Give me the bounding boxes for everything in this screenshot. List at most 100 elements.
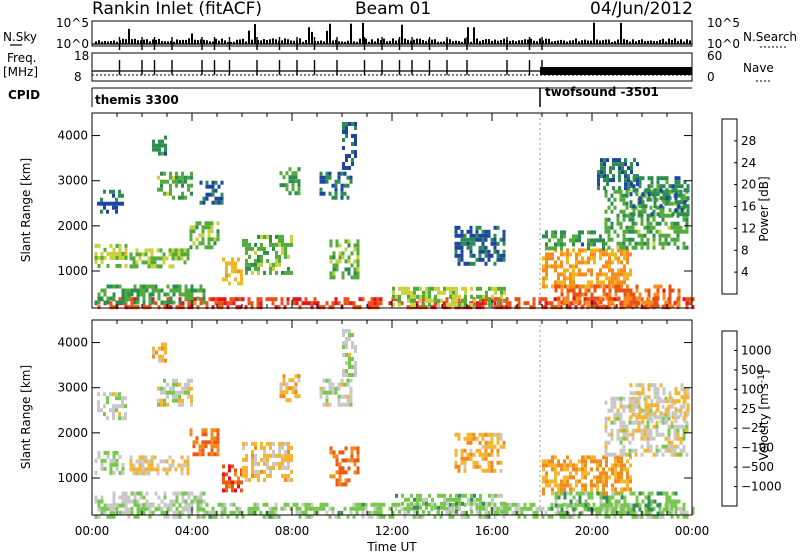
data-cell: [646, 245, 650, 250]
data-cell: [404, 497, 407, 502]
data-cell: [345, 134, 348, 138]
data-cell: [599, 491, 603, 496]
data-cell: [260, 234, 263, 239]
data-cell: [189, 432, 193, 437]
data-cell: [614, 487, 617, 492]
data-cell: [566, 288, 570, 293]
data-cell: [499, 253, 503, 258]
data-cell: [145, 288, 149, 293]
data-cell: [581, 467, 584, 472]
data-cell: [617, 260, 620, 265]
data-cell: [352, 514, 356, 519]
data-cell: [164, 342, 167, 347]
data-cell: [602, 455, 605, 460]
data-cell: [121, 466, 125, 471]
data-cell: [454, 464, 458, 469]
data-cell: [560, 280, 563, 285]
data-cell: [351, 122, 354, 126]
data-cell: [632, 491, 636, 496]
data-cell: [187, 378, 190, 383]
data-cell: [157, 495, 161, 500]
data-cell: [604, 193, 608, 198]
data-cell: [602, 467, 605, 472]
data-cell: [103, 288, 107, 293]
data-cell: [443, 286, 446, 291]
data-cell: [575, 499, 579, 504]
data-cell: [625, 452, 629, 457]
data-cell: [160, 510, 164, 515]
freq-panel: 18 8 60 0 Freq. [MHz] Nave: [3, 37, 774, 84]
data-cell: [481, 229, 485, 234]
data-cell: [115, 462, 119, 467]
data-cell: [649, 225, 653, 230]
data-cell: [457, 261, 461, 266]
data-cell: [228, 476, 231, 481]
data-cell: [616, 241, 620, 246]
data-cell: [346, 382, 350, 387]
data-cell: [190, 284, 194, 289]
data-cell: [685, 217, 689, 222]
data-cell: [181, 292, 185, 297]
nsky-bar: [365, 38, 367, 44]
data-cell: [457, 468, 461, 473]
data-cell: [163, 292, 167, 297]
data-cell: [211, 184, 215, 189]
data-cell: [641, 383, 645, 388]
data-cell: [475, 229, 479, 234]
time-axis-labels: 00:00 04:00 08:00 12:00 16:00 20:00 00:00: [75, 524, 710, 538]
data-cell: [431, 298, 434, 303]
data-cell: [499, 460, 503, 465]
data-cell: [496, 448, 500, 453]
data-cell: [97, 296, 101, 301]
data-cell: [676, 424, 680, 429]
data-cell: [584, 284, 587, 289]
data-cell: [192, 440, 196, 445]
data-cell: [472, 432, 476, 437]
data-cell: [481, 452, 485, 457]
data-cell: [245, 473, 248, 478]
data-cell: [662, 491, 666, 496]
data-cell: [166, 503, 170, 508]
data-cell: [596, 284, 600, 289]
data-cell: [514, 510, 518, 515]
data-cell: [614, 491, 618, 496]
data-cell: [560, 463, 563, 468]
data-cell: [646, 432, 650, 437]
data-cell: [472, 460, 476, 465]
data-cell: [673, 444, 677, 449]
nsky-bar: [341, 41, 343, 44]
data-cell: [679, 404, 683, 409]
data-cell: [623, 252, 626, 257]
data-cell: [106, 201, 109, 206]
data-cell: [115, 255, 119, 260]
data-cell: [487, 464, 491, 469]
data-cell: [581, 487, 584, 492]
data-cell: [112, 392, 115, 397]
data-cell: [115, 506, 119, 511]
data-cell: [253, 502, 257, 507]
data-cell: [613, 420, 617, 425]
nsky-bar: [431, 39, 433, 44]
data-cell: [351, 134, 354, 138]
data-cell: [282, 374, 286, 379]
data-cell: [171, 463, 175, 468]
data-cell: [565, 506, 569, 511]
data-cell: [121, 510, 125, 515]
data-cell: [481, 297, 485, 302]
data-cell: [346, 175, 350, 180]
data-cell: [204, 221, 208, 226]
data-cell: [652, 225, 656, 230]
data-cell: [155, 350, 158, 355]
data-cell: [572, 300, 576, 305]
data-cell: [135, 252, 139, 257]
data-cell: [202, 491, 206, 496]
data-cell: [640, 514, 644, 519]
data-cell: [344, 458, 348, 463]
data-cell: [581, 463, 584, 468]
data-cell: [190, 386, 193, 391]
data-cell: [659, 511, 663, 516]
data-cell: [554, 246, 557, 251]
power-ylabel: Slant Range [km]: [19, 158, 33, 262]
data-cell: [180, 463, 184, 468]
data-cell: [656, 503, 660, 508]
